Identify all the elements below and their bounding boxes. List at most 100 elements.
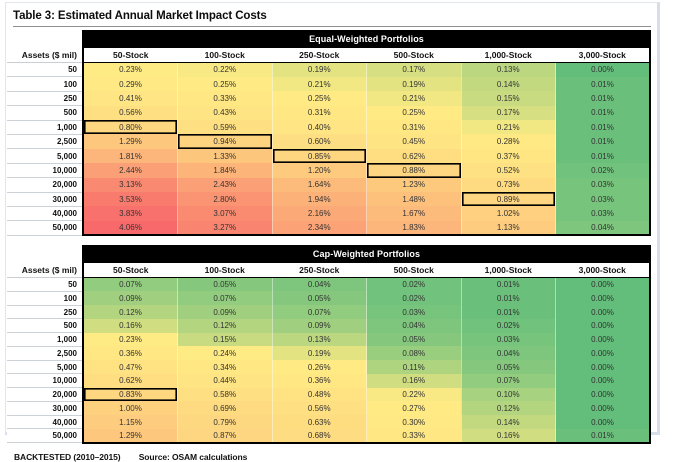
column-header: 1,000-Stock (461, 262, 556, 278)
table-row: 20,000 3.13% 2.43% 1.64% 1.23% 0.73% 0.03% (7, 177, 651, 193)
heatmap-cell: 0.30% (366, 415, 461, 429)
heatmap-cell: 0.00% (555, 346, 651, 361)
heatmap-cell: 0.09% (271, 318, 367, 333)
heatmap-cell: 0.34% (177, 360, 272, 374)
row-label: 50 (7, 277, 83, 292)
column-header: 3,000-Stock (555, 47, 651, 63)
assets-column-header: Assets ($ mil) (7, 47, 83, 63)
heatmap-cell: 3.27% (177, 220, 272, 237)
heatmap-cell: 0.12% (82, 305, 178, 319)
heatmap-cell: 0.01% (460, 277, 556, 292)
heatmap-cell: 0.05% (460, 360, 556, 374)
heatmap-cell: 0.25% (271, 91, 367, 106)
heatmap-cell: 0.40% (271, 120, 367, 135)
row-label: 40,000 (7, 206, 83, 222)
heatmap-cell: 0.89% (460, 192, 556, 207)
heatmap-cell: 0.11% (366, 360, 461, 374)
heatmap-cell: 0.01% (460, 305, 556, 319)
heatmap-cell: 0.12% (177, 318, 272, 333)
row-label: 30,000 (7, 192, 83, 207)
heatmap-cell: 0.80% (82, 120, 178, 135)
heatmap-cell: 1.94% (271, 192, 367, 207)
heatmap-cell: 0.00% (555, 291, 651, 306)
table-row: 40,000 1.15% 0.79% 0.63% 0.30% 0.14% 0.00% (7, 415, 651, 430)
heatmap-cell: 0.07% (271, 305, 367, 319)
heatmap-cell: 0.17% (366, 61, 461, 77)
heatmap-cell: 0.62% (82, 373, 178, 388)
heatmap-cell: 0.01% (555, 148, 651, 164)
row-label: 1,000 (7, 120, 83, 135)
heatmap-cell: 2.43% (177, 177, 272, 193)
table-band-title: Equal-Weighted Portfolios (82, 30, 651, 48)
heatmap-cell: 0.00% (555, 305, 651, 319)
heatmap-cell: 0.56% (271, 401, 367, 416)
row-label: 20,000 (7, 177, 83, 193)
heatmap-cell: 1.81% (82, 148, 178, 164)
heatmap-cell: 0.05% (271, 291, 367, 306)
heatmap-cell: 0.02% (460, 318, 556, 333)
heatmap-cell: 1.23% (366, 177, 461, 193)
heatmap-cell: 4.06% (82, 220, 178, 237)
band-spacer (7, 31, 83, 47)
heatmap-cell: 0.03% (555, 206, 651, 221)
heatmap-cell: 0.37% (460, 148, 556, 164)
column-header: 100-Stock (177, 47, 272, 63)
row-label: 100 (7, 76, 83, 92)
heatmap-cell: 2.34% (271, 220, 367, 237)
heatmap-cell: 0.25% (177, 76, 272, 92)
column-header: 50-Stock (82, 262, 178, 278)
heatmap-cell: 1.64% (271, 177, 367, 193)
heatmap-cell: 1.15% (82, 415, 178, 429)
portfolio-table: Equal-Weighted Portfolios Assets ($ mil) 5… (7, 30, 651, 237)
backtested-note: BACKTESTED (2010–2015) (14, 451, 121, 462)
heatmap-cell: 0.16% (82, 318, 178, 333)
heatmap-cell: 0.36% (82, 346, 178, 361)
table-row: 30,000 3.53% 2.80% 1.94% 1.48% 0.89% 0.03% (7, 192, 651, 207)
column-header: 250-Stock (272, 262, 367, 278)
heatmap-cell: 0.00% (555, 373, 651, 388)
heatmap-cell: 0.56% (82, 105, 178, 121)
heatmap-cell: 0.22% (177, 61, 272, 77)
table-row: 50 0.23% 0.22% 0.19% 0.17% 0.13% 0.00% (7, 61, 651, 78)
heatmap-cell: 0.01% (555, 134, 651, 149)
row-label: 2,500 (7, 346, 83, 361)
heatmap-cell: 0.29% (82, 76, 178, 92)
heatmap-cell: 0.13% (271, 332, 367, 347)
row-label: 1,000 (7, 332, 83, 347)
heatmap-cell: 0.00% (555, 61, 651, 77)
row-label: 10,000 (7, 373, 83, 389)
heatmap-cell: 0.73% (460, 177, 556, 193)
column-header: 3,000-Stock (555, 262, 651, 278)
table-row: 40,000 3.83% 3.07% 2.16% 1.67% 1.02% 0.03% (7, 206, 651, 222)
heatmap-cell: 0.01% (555, 120, 651, 135)
heatmap-cell: 0.79% (177, 415, 272, 429)
heatmap-cell: 0.22% (366, 387, 461, 402)
heatmap-cell: 0.00% (555, 415, 651, 429)
heatmap-cell: 0.21% (460, 120, 556, 135)
heatmap-cell: 0.09% (82, 291, 178, 306)
table-row: 5,000 1.81% 1.33% 0.85% 0.62% 0.37% 0.01% (7, 148, 651, 164)
heatmap-cell: 0.68% (271, 428, 367, 444)
heatmap-cell: 0.01% (555, 105, 651, 121)
heatmap-cell: 0.00% (555, 401, 651, 416)
table-row: 500 0.16% 0.12% 0.09% 0.04% 0.02% 0.00% (7, 318, 651, 334)
heatmap-cell: 1.29% (82, 134, 178, 149)
table-row: 5,000 0.47% 0.34% 0.26% 0.11% 0.05% 0.00% (7, 360, 651, 375)
table-row: 50 0.07% 0.05% 0.04% 0.02% 0.01% 0.00% (7, 277, 651, 292)
heatmap-cell: 0.23% (82, 61, 178, 77)
heatmap-cell: 0.04% (460, 346, 556, 361)
column-header: 250-Stock (272, 47, 367, 63)
table-row: 50,000 1.29% 0.87% 0.68% 0.33% 0.16% 0.01% (7, 428, 651, 444)
heatmap-cell: 0.02% (366, 277, 461, 292)
heatmap-cell: 0.03% (555, 192, 651, 207)
heatmap-cell: 0.02% (366, 291, 461, 306)
heatmap-cell: 3.13% (82, 177, 178, 193)
row-label: 250 (7, 305, 83, 320)
heatmap-cell: 0.45% (366, 134, 461, 149)
heatmap-cell: 0.07% (460, 373, 556, 388)
heatmap-cell: 0.13% (460, 61, 556, 77)
heatmap-cell: 0.14% (460, 415, 556, 429)
heatmap-cell: 0.21% (366, 91, 461, 106)
row-label: 2,500 (7, 134, 83, 150)
heatmap-cell: 0.01% (460, 291, 556, 306)
